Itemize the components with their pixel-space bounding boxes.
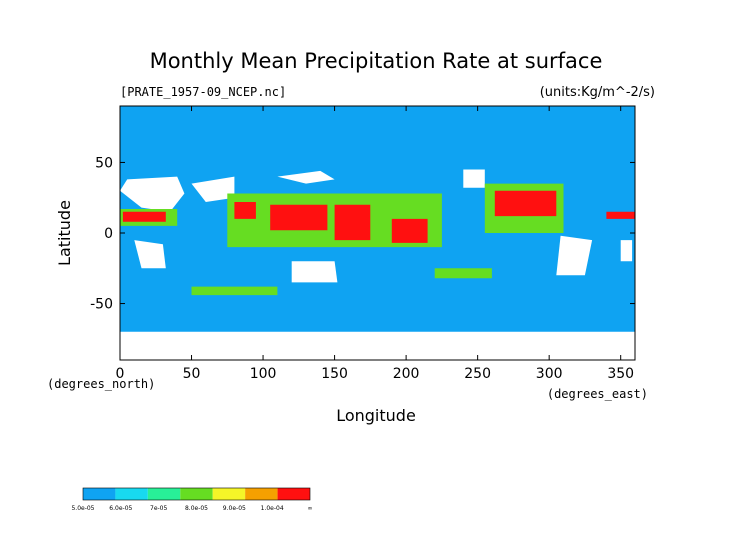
y-axis-title: Latitude	[55, 200, 74, 266]
precipitation-regions	[120, 169, 635, 360]
precip-region-2	[191, 176, 235, 202]
x-tick-label: 100	[250, 366, 277, 382]
legend-swatch	[212, 488, 246, 500]
legend-swatch	[115, 488, 148, 500]
y-tick-label: 0	[104, 226, 113, 242]
color-legend: 5.0e-05 6.0e-05 7e-05 8.0e-05 9.0e-05 1.0e-04…	[71, 487, 313, 512]
precip-region-10	[122, 211, 166, 222]
chart-title: Monthly Mean Precipitation Rate at surfa…	[150, 49, 603, 73]
dataset-label: [PRATE_1957-09_NCEP.nc]	[120, 85, 286, 99]
precip-region-18	[434, 268, 492, 279]
precip-region-0	[120, 331, 635, 360]
units-label: (units:Kg/m^-2/s)	[540, 85, 655, 100]
legend-label: ∞	[308, 505, 313, 512]
legend-label: 1.0e-04	[261, 505, 284, 512]
y-tick-label: -50	[90, 297, 113, 313]
legend-label: 8.0e-05	[185, 505, 208, 512]
precip-region-12	[234, 202, 256, 219]
x-axis-note: (degrees_east)	[547, 387, 648, 401]
x-tick-label: 50	[183, 366, 201, 382]
x-tick-label: 300	[536, 366, 563, 382]
legend-frame	[82, 487, 311, 501]
y-axis-note: (degrees_north)	[47, 377, 155, 391]
legend-swatch	[147, 488, 181, 500]
y-axis-ticks: 50 0 -50	[90, 155, 635, 313]
plot-area	[119, 105, 636, 361]
precip-region-7	[134, 240, 166, 269]
x-tick-label: 0	[116, 366, 125, 382]
precip-region-3	[277, 170, 335, 184]
precip-region-15	[391, 218, 428, 243]
legend-label: 5.0e-05	[71, 505, 94, 512]
x-tick-label: 150	[321, 366, 348, 382]
legend-swatch	[83, 488, 116, 500]
legend-swatch	[245, 488, 278, 500]
legend-label: 9.0e-05	[223, 505, 246, 512]
precip-region-1	[120, 176, 185, 212]
precip-region-13	[270, 204, 328, 231]
precip-region-19	[191, 286, 278, 296]
legend-label: 7e-05	[150, 505, 167, 512]
y-tick-label: 50	[95, 155, 113, 171]
precip-region-5	[463, 169, 485, 188]
precip-region-4	[291, 261, 338, 283]
precip-region-8	[620, 240, 633, 262]
x-tick-label: 200	[393, 366, 420, 382]
x-axis-title: Longitude	[336, 406, 416, 425]
x-axis-ticks: 0 50 100 150 200 250 300 350	[116, 106, 634, 382]
legend-swatch	[180, 488, 213, 500]
x-tick-label: 250	[464, 366, 491, 382]
precip-region-17	[494, 190, 557, 217]
precip-region-14	[334, 204, 371, 241]
x-tick-label: 350	[607, 366, 634, 382]
precip-region-20	[606, 211, 635, 219]
legend-swatch	[277, 488, 310, 500]
precip-region-6	[556, 235, 593, 276]
legend-label: 6.0e-05	[109, 505, 132, 512]
